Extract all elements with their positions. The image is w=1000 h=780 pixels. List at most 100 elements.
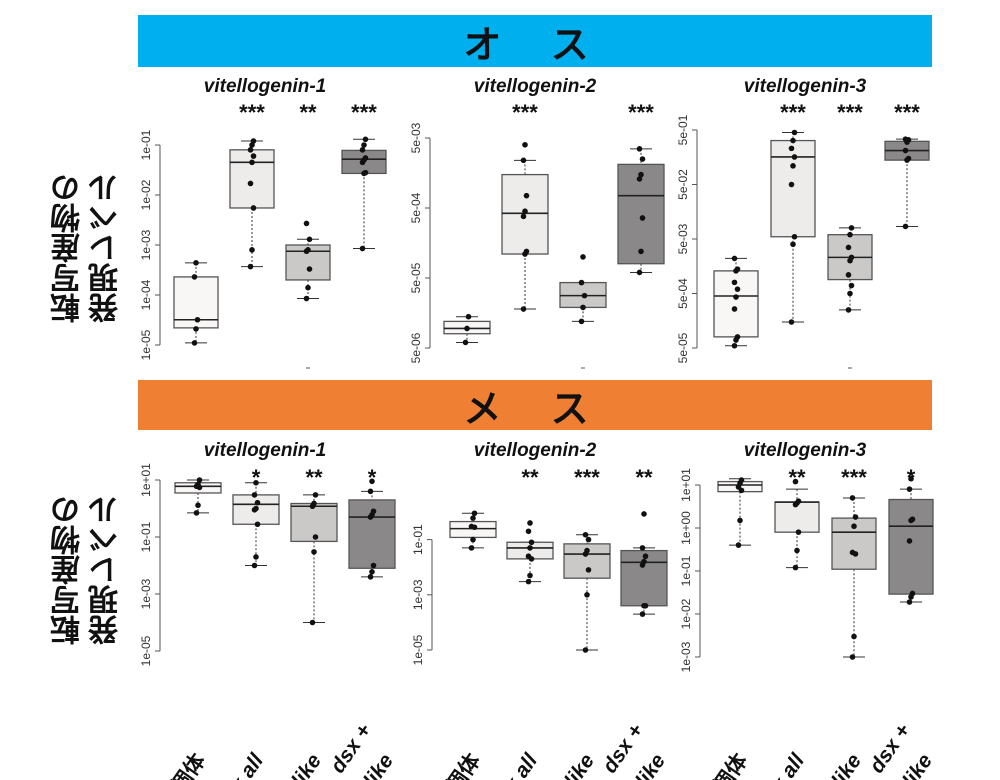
x-category-label: dsx-like [535, 749, 599, 780]
data-point [247, 263, 254, 270]
box-1 [506, 520, 554, 585]
data-point [642, 602, 649, 609]
data-point [361, 142, 367, 148]
data-point [848, 254, 855, 261]
data-point [845, 307, 852, 313]
y-tick-label: 1e-01 [139, 521, 153, 552]
data-point [527, 572, 533, 579]
significance-marker: *** [841, 465, 867, 490]
data-point [792, 564, 799, 571]
data-point [580, 304, 586, 311]
data-point [194, 316, 201, 323]
data-point [362, 169, 369, 176]
data-point [253, 554, 259, 560]
data-point [520, 306, 527, 312]
data-point [306, 266, 313, 272]
data-point [906, 599, 913, 605]
box-2 [563, 531, 611, 653]
data-point [851, 523, 857, 530]
y-tick-label: 5e-05 [676, 332, 690, 363]
box-1 [770, 129, 816, 325]
data-point [309, 619, 316, 626]
data-point [731, 279, 738, 286]
data-point [795, 529, 802, 535]
data-point [636, 146, 643, 152]
gene-title: vitellogenin-1 [204, 440, 326, 461]
box-2 [831, 495, 877, 660]
significance-marker: *** [574, 465, 600, 490]
data-point [470, 536, 476, 543]
data-point [253, 479, 259, 486]
box-3 [341, 136, 387, 252]
box-0 [443, 313, 491, 346]
data-point [247, 147, 254, 153]
data-point [312, 492, 319, 498]
data-point [525, 553, 532, 560]
y-tick-label: 1e+00 [679, 511, 693, 545]
significance-marker: *** [239, 100, 265, 125]
gene-title: vitellogenin-1 [204, 76, 326, 97]
significance-marker: * [252, 465, 261, 490]
data-point [520, 157, 527, 164]
x-category-label: 通常個体 [142, 748, 210, 780]
data-point [902, 136, 909, 142]
data-point [367, 488, 374, 495]
panel-male-vitellogenin-2: vitellogenin-2 5e-06 5e-05 5e-04 5e-03 *** *** [409, 76, 665, 369]
data-point [585, 567, 592, 573]
y-tick-label: 1e-04 [139, 279, 153, 310]
data-point [795, 498, 802, 505]
y-tick-label: 1e-03 [411, 579, 425, 610]
data-point [848, 282, 855, 289]
box-1 [229, 138, 275, 270]
box-0 [449, 510, 497, 551]
data-point [247, 180, 254, 187]
data-point [737, 517, 743, 524]
data-point [462, 339, 469, 346]
data-point [250, 153, 257, 159]
data-point [788, 145, 795, 152]
data-point [195, 502, 201, 509]
male-banner-label: オ ス [463, 22, 607, 67]
x-category-label: 通常個体 [417, 748, 485, 780]
significance-marker: ** [521, 465, 539, 490]
data-point [191, 274, 198, 280]
data-point [196, 477, 203, 483]
y-tick-label: 5e-04 [409, 192, 423, 223]
data-point [636, 269, 643, 276]
data-point [734, 334, 741, 340]
data-point [641, 511, 647, 517]
data-point [312, 534, 319, 540]
data-point [847, 290, 853, 297]
significance-marker: *** [628, 100, 654, 125]
data-point [906, 538, 913, 544]
significance-marker: *** [351, 100, 377, 125]
data-point [253, 505, 259, 512]
data-point [525, 578, 532, 585]
panel-male-vitellogenin-1: vitellogenin-1 1e-05 1e-04 1e-03 1e-02 1e-01 *… [139, 76, 387, 369]
female-banner: メ ス [138, 380, 932, 431]
data-point [528, 539, 535, 546]
significance-marker: *** [894, 100, 920, 125]
data-point [584, 592, 590, 598]
y-tick-label: 1e-01 [411, 524, 425, 555]
significance-marker: *** [512, 100, 538, 125]
y-tick-label: 1e-01 [679, 555, 693, 586]
data-point [520, 213, 527, 220]
data-point [845, 272, 852, 278]
y-tick-label: 5e-03 [676, 223, 690, 254]
data-point [790, 137, 796, 144]
data-point [370, 562, 377, 569]
data-point [303, 295, 310, 302]
box-1 [501, 141, 549, 312]
y-tick-label: 1e-05 [139, 329, 153, 360]
data-point [193, 510, 200, 516]
data-point [639, 611, 646, 617]
box-2 [285, 220, 331, 302]
data-point [733, 294, 739, 300]
data-point [527, 520, 533, 526]
gene-title: vitellogenin-3 [744, 440, 867, 461]
y-tick-label: 5e-04 [676, 278, 690, 309]
data-point [584, 547, 590, 554]
data-point [254, 521, 261, 528]
